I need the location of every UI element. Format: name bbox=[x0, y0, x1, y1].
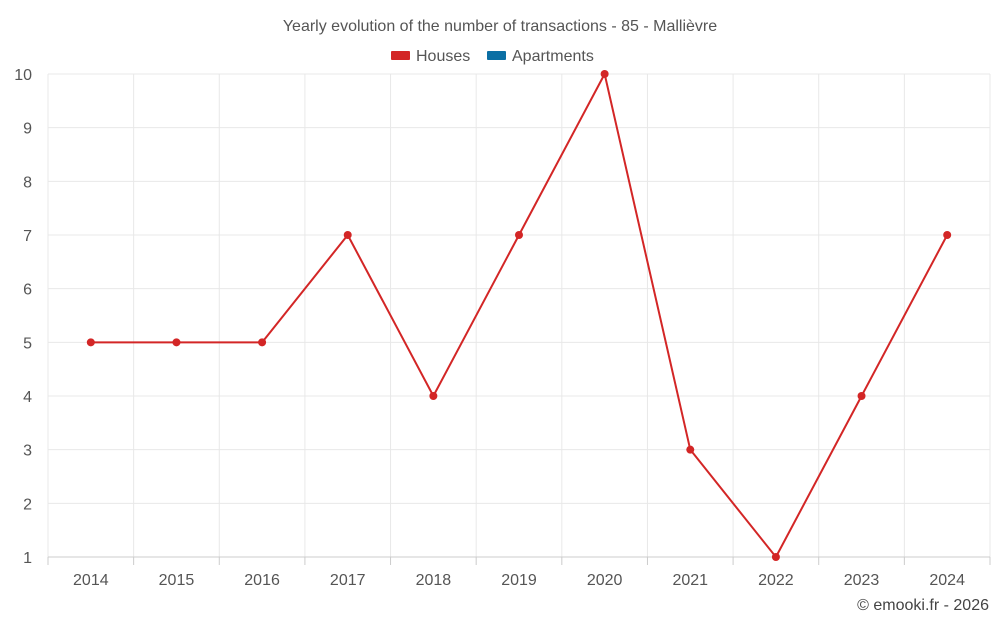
x-tick-label: 2014 bbox=[73, 572, 109, 589]
x-tick-label: 2023 bbox=[844, 572, 880, 589]
y-tick-label: 9 bbox=[23, 121, 32, 138]
x-tick-label: 2020 bbox=[587, 572, 623, 589]
x-tick-label: 2022 bbox=[758, 572, 794, 589]
y-tick-label: 2 bbox=[23, 496, 32, 513]
plot-area bbox=[86, 70, 952, 561]
legend-label-apartments: Apartments bbox=[512, 48, 594, 65]
data-point-houses-2016[interactable] bbox=[258, 338, 267, 347]
y-tick-label: 10 bbox=[14, 67, 32, 84]
legend-item-apartments[interactable]: Apartments bbox=[487, 48, 594, 65]
legend-item-houses[interactable]: Houses bbox=[391, 48, 470, 65]
y-tick-label: 8 bbox=[23, 174, 32, 191]
x-tick-label: 2016 bbox=[244, 572, 280, 589]
chart-title: Yearly evolution of the number of transa… bbox=[283, 18, 717, 35]
data-point-houses-2022[interactable] bbox=[771, 553, 780, 561]
data-point-houses-2024[interactable] bbox=[943, 231, 952, 239]
y-tick-label: 6 bbox=[23, 282, 32, 299]
x-tick-label: 2017 bbox=[330, 572, 366, 589]
data-point-houses-2019[interactable] bbox=[515, 231, 523, 239]
data-point-houses-2021[interactable] bbox=[686, 445, 695, 454]
y-tick-label: 4 bbox=[23, 389, 32, 406]
y-axis-ticks: 1 2 3 4 5 6 7 8 9 10 bbox=[14, 67, 32, 567]
x-tick-label: 2018 bbox=[416, 572, 452, 589]
y-tick-label: 3 bbox=[23, 443, 32, 460]
data-point-houses-2020[interactable] bbox=[600, 70, 609, 78]
legend-swatch-houses bbox=[391, 51, 410, 60]
legend-label-houses: Houses bbox=[416, 48, 470, 65]
x-tick-label: 2019 bbox=[501, 572, 537, 589]
y-tick-label: 1 bbox=[23, 550, 32, 567]
x-axis-ticks: 2014 2015 2016 2017 2018 2019 2020 2021 2022 2023… bbox=[47, 557, 991, 589]
x-tick-label: 2021 bbox=[672, 572, 708, 589]
data-point-houses-2014[interactable] bbox=[86, 338, 95, 347]
data-point-houses-2023[interactable] bbox=[857, 392, 866, 400]
data-point-houses-2018[interactable] bbox=[429, 392, 438, 400]
credit-text: © emooki.fr - 2026 bbox=[857, 597, 989, 614]
grid bbox=[47, 73, 991, 558]
legend-swatch-apartments bbox=[487, 51, 506, 60]
data-point-houses-2015[interactable] bbox=[172, 338, 181, 347]
y-tick-label: 7 bbox=[23, 228, 32, 245]
legend: Houses Apartments bbox=[391, 48, 594, 65]
x-tick-label: 2024 bbox=[929, 572, 965, 589]
x-tick-label: 2015 bbox=[159, 572, 195, 589]
y-tick-label: 5 bbox=[23, 335, 32, 352]
data-point-houses-2017[interactable] bbox=[343, 231, 352, 239]
